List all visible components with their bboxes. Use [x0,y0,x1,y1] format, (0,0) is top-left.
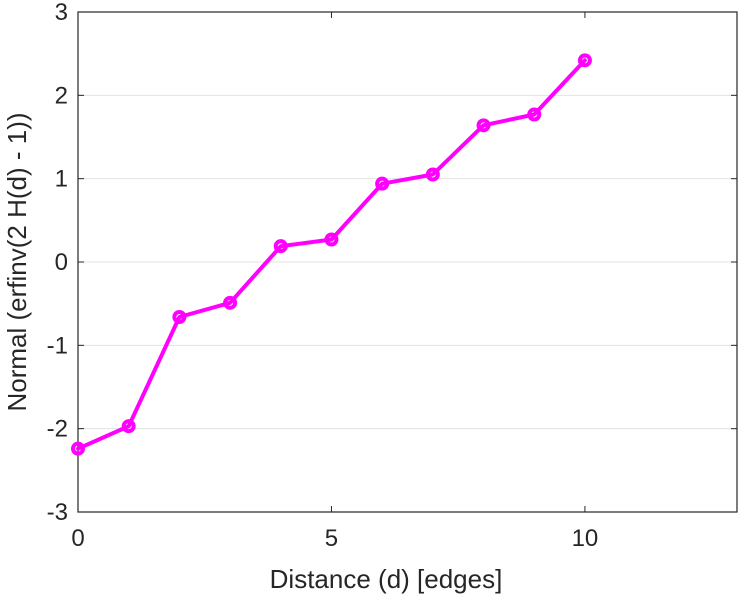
grid-lines [78,94,737,430]
x-tick-label: 10 [572,525,599,552]
y-tick-label: 1 [55,166,68,193]
x-axis-label: Distance (d) [edges] [270,564,503,594]
y-tick-label: 2 [55,82,68,109]
series-layer [71,53,592,456]
y-tick-label: -3 [47,499,68,526]
x-tick-label: 0 [71,525,84,552]
y-axis-label: Normal (erfinv(2 H(d) - 1)) [2,112,32,411]
data-point [71,441,85,456]
data-point [577,53,592,68]
data-point [425,167,440,182]
data-point [375,176,390,191]
axis-ticks: -3 -2 -1 0 1 2 3 0 5 10 [47,0,737,552]
data-point [172,310,187,324]
data-point [273,239,288,254]
data-point [121,419,136,434]
y-tick-label: -2 [47,416,68,443]
data-point [476,118,491,133]
y-tick-label: 3 [55,0,68,26]
data-point [223,295,238,310]
data-point [527,107,542,122]
data-point [324,232,339,247]
y-tick-label: -1 [47,332,68,359]
x-tick-label: 5 [325,525,338,552]
series-line [76,58,587,451]
y-tick-label: 0 [55,249,68,276]
